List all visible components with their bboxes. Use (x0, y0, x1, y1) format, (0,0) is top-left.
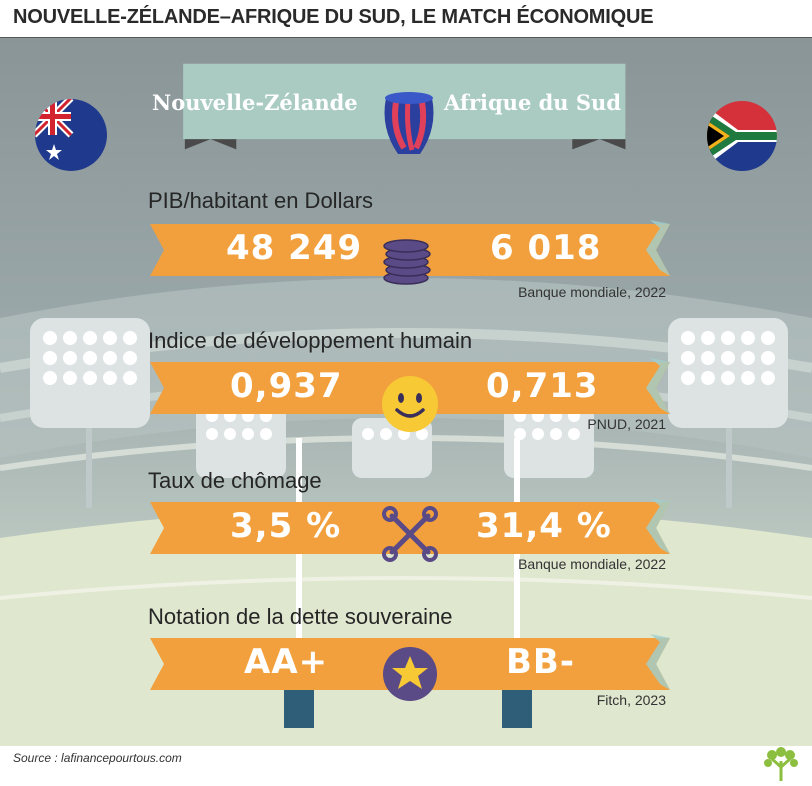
hdi-right-value: 0,713 (486, 366, 599, 406)
indicator-label-hdi: Indice de développement humain (148, 328, 473, 353)
coins-icon (383, 239, 431, 285)
unemployment-source: Banque mondiale, 2022 (518, 556, 666, 572)
indicator-label-unemployment: Taux de chômage (148, 468, 322, 493)
star-icon (383, 647, 437, 701)
rating-left-value: AA+ (244, 642, 329, 682)
title-divider (0, 37, 812, 38)
indicator-label-gdp: PIB/habitant en Dollars (148, 188, 374, 213)
unemployment-left-value: 3,5 % (230, 506, 342, 546)
page-title: NOUVELLE-ZÉLANDE–AFRIQUE DU SUD, LE MATC… (13, 6, 654, 28)
tree-logo-icon (764, 747, 798, 781)
gdp-left-value: 48 249 (226, 228, 363, 268)
team-left-label: Nouvelle-Zélande (152, 90, 358, 115)
ribbon-unemployment (150, 498, 670, 558)
gdp-right-value: 6 018 (490, 228, 602, 268)
indicator-label-rating: Notation de la dette souveraine (148, 604, 453, 629)
rating-source: Fitch, 2023 (596, 692, 666, 708)
rating-right-value: BB- (506, 642, 575, 682)
world-cup-logo-icon (384, 92, 434, 154)
hdi-left-value: 0,937 (230, 366, 343, 406)
footer-source: Source : lafinancepourtous.com (13, 751, 182, 765)
hdi-source: PNUD, 2021 (587, 416, 666, 432)
gdp-source: Banque mondiale, 2022 (518, 284, 666, 300)
unemployment-right-value: 31,4 % (476, 506, 612, 546)
wrenches-icon (382, 506, 438, 562)
smiley-icon (382, 376, 438, 432)
stadium-background: Nouvelle-Zélande Afrique du Sud (0, 38, 812, 746)
flag-left-icon (35, 99, 107, 171)
team-right-label: Afrique du Sud (444, 90, 622, 115)
flag-right-icon (707, 101, 777, 171)
